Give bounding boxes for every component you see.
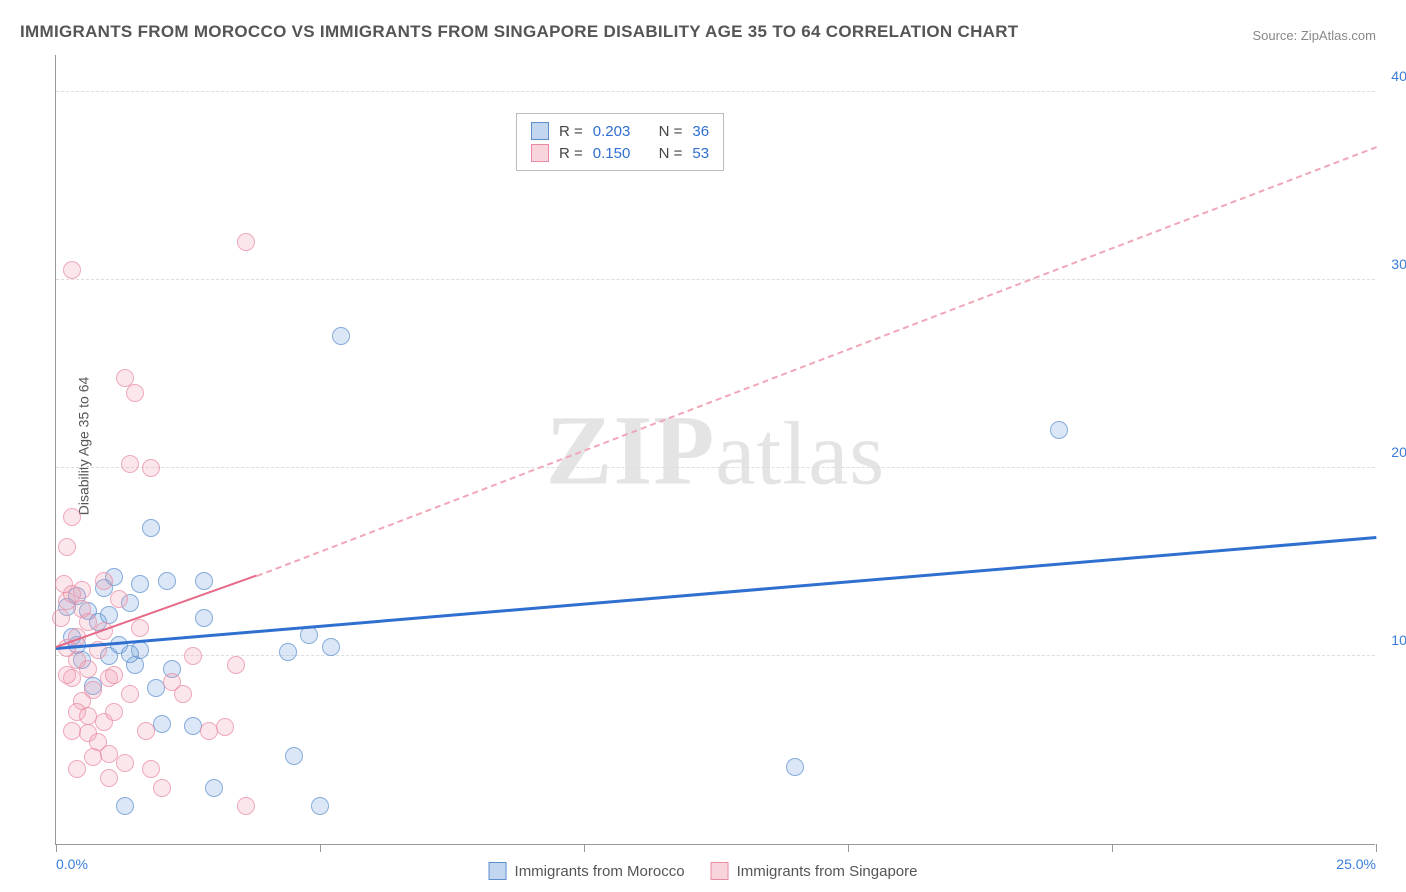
data-point	[121, 685, 139, 703]
data-point	[79, 707, 97, 725]
data-point	[121, 455, 139, 473]
data-point	[142, 760, 160, 778]
data-point	[153, 779, 171, 797]
n-value-morocco: 36	[692, 123, 709, 140]
data-point	[55, 575, 73, 593]
data-point	[100, 606, 118, 624]
trend-line	[256, 146, 1376, 577]
data-point	[58, 666, 76, 684]
swatch-singapore-icon	[531, 144, 549, 162]
plot-area: ZIPatlas R = 0.203 N = 36 R = 0.150 N = …	[55, 55, 1375, 845]
chart-title: IMMIGRANTS FROM MOROCCO VS IMMIGRANTS FR…	[20, 22, 1019, 42]
gridline	[56, 279, 1375, 280]
data-point	[105, 666, 123, 684]
x-tick	[1376, 844, 1377, 852]
data-point	[184, 647, 202, 665]
x-tick	[848, 844, 849, 852]
data-point	[84, 748, 102, 766]
x-tick-label: 25.0%	[1336, 856, 1376, 872]
data-point	[95, 572, 113, 590]
gridline	[56, 467, 1375, 468]
x-tick	[1112, 844, 1113, 852]
stats-row-morocco: R = 0.203 N = 36	[531, 120, 709, 142]
source-value: ZipAtlas.com	[1301, 28, 1376, 43]
data-point	[105, 703, 123, 721]
legend: Immigrants from Morocco Immigrants from …	[489, 862, 918, 880]
y-tick-label: 40.0%	[1391, 68, 1406, 84]
data-point	[195, 572, 213, 590]
data-point	[332, 327, 350, 345]
data-point	[116, 754, 134, 772]
watermark: ZIPatlas	[546, 392, 886, 507]
data-point	[63, 508, 81, 526]
n-label: N =	[659, 123, 683, 140]
r-label: R =	[559, 123, 583, 140]
data-point	[158, 572, 176, 590]
data-point	[311, 797, 329, 815]
legend-item-singapore: Immigrants from Singapore	[711, 862, 918, 880]
data-point	[68, 760, 86, 778]
swatch-morocco-icon	[531, 122, 549, 140]
r-value-singapore: 0.150	[593, 145, 631, 162]
legend-label-singapore: Immigrants from Singapore	[737, 863, 918, 880]
n-value-singapore: 53	[692, 145, 709, 162]
data-point	[63, 722, 81, 740]
data-point	[216, 718, 234, 736]
data-point	[52, 609, 70, 627]
data-point	[237, 233, 255, 251]
data-point	[110, 590, 128, 608]
legend-label-morocco: Immigrants from Morocco	[515, 863, 685, 880]
y-tick-label: 30.0%	[1391, 256, 1406, 272]
gridline	[56, 91, 1375, 92]
data-point	[63, 261, 81, 279]
r-label: R =	[559, 145, 583, 162]
data-point	[285, 747, 303, 765]
data-point	[142, 519, 160, 537]
data-point	[153, 715, 171, 733]
x-tick	[584, 844, 585, 852]
source-attribution: Source: ZipAtlas.com	[1252, 28, 1376, 43]
data-point	[227, 656, 245, 674]
stats-box: R = 0.203 N = 36 R = 0.150 N = 53	[516, 113, 724, 171]
correlation-chart: IMMIGRANTS FROM MOROCCO VS IMMIGRANTS FR…	[0, 0, 1406, 892]
swatch-singapore-icon	[711, 862, 729, 880]
y-tick-label: 10.0%	[1391, 632, 1406, 648]
data-point	[174, 685, 192, 703]
data-point	[79, 660, 97, 678]
data-point	[58, 538, 76, 556]
x-tick	[56, 844, 57, 852]
data-point	[786, 758, 804, 776]
legend-item-morocco: Immigrants from Morocco	[489, 862, 685, 880]
r-value-morocco: 0.203	[593, 123, 631, 140]
x-tick-label: 0.0%	[56, 856, 88, 872]
data-point	[131, 619, 149, 637]
data-point	[131, 575, 149, 593]
stats-row-singapore: R = 0.150 N = 53	[531, 142, 709, 164]
data-point	[237, 797, 255, 815]
data-point	[1050, 421, 1068, 439]
data-point	[126, 384, 144, 402]
gridline	[56, 655, 1375, 656]
n-label: N =	[659, 145, 683, 162]
trend-line	[56, 536, 1376, 650]
y-tick-label: 20.0%	[1391, 444, 1406, 460]
data-point	[121, 645, 139, 663]
data-point	[195, 609, 213, 627]
data-point	[137, 722, 155, 740]
data-point	[116, 797, 134, 815]
data-point	[322, 638, 340, 656]
data-point	[73, 581, 91, 599]
data-point	[100, 769, 118, 787]
data-point	[142, 459, 160, 477]
x-tick	[320, 844, 321, 852]
data-point	[205, 779, 223, 797]
source-label: Source:	[1252, 28, 1300, 43]
swatch-morocco-icon	[489, 862, 507, 880]
data-point	[279, 643, 297, 661]
